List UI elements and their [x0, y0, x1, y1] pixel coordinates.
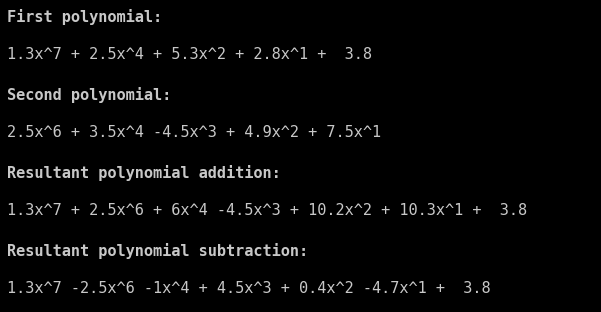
Text: 1.3x^7 + 2.5x^6 + 6x^4 -4.5x^3 + 10.2x^2 + 10.3x^1 +  3.8: 1.3x^7 + 2.5x^6 + 6x^4 -4.5x^3 + 10.2x^2…: [7, 203, 527, 218]
Text: 1.3x^7 + 2.5x^4 + 5.3x^2 + 2.8x^1 +  3.8: 1.3x^7 + 2.5x^4 + 5.3x^2 + 2.8x^1 + 3.8: [7, 47, 372, 62]
Text: Second polynomial:: Second polynomial:: [7, 87, 171, 103]
Text: 2.5x^6 + 3.5x^4 -4.5x^3 + 4.9x^2 + 7.5x^1: 2.5x^6 + 3.5x^4 -4.5x^3 + 4.9x^2 + 7.5x^…: [7, 125, 382, 140]
Text: 1.3x^7 -2.5x^6 -1x^4 + 4.5x^3 + 0.4x^2 -4.7x^1 +  3.8: 1.3x^7 -2.5x^6 -1x^4 + 4.5x^3 + 0.4x^2 -…: [7, 281, 491, 296]
Text: Resultant polynomial addition:: Resultant polynomial addition:: [7, 165, 281, 181]
Text: First polynomial:: First polynomial:: [7, 9, 162, 25]
Text: Resultant polynomial subtraction:: Resultant polynomial subtraction:: [7, 243, 308, 259]
